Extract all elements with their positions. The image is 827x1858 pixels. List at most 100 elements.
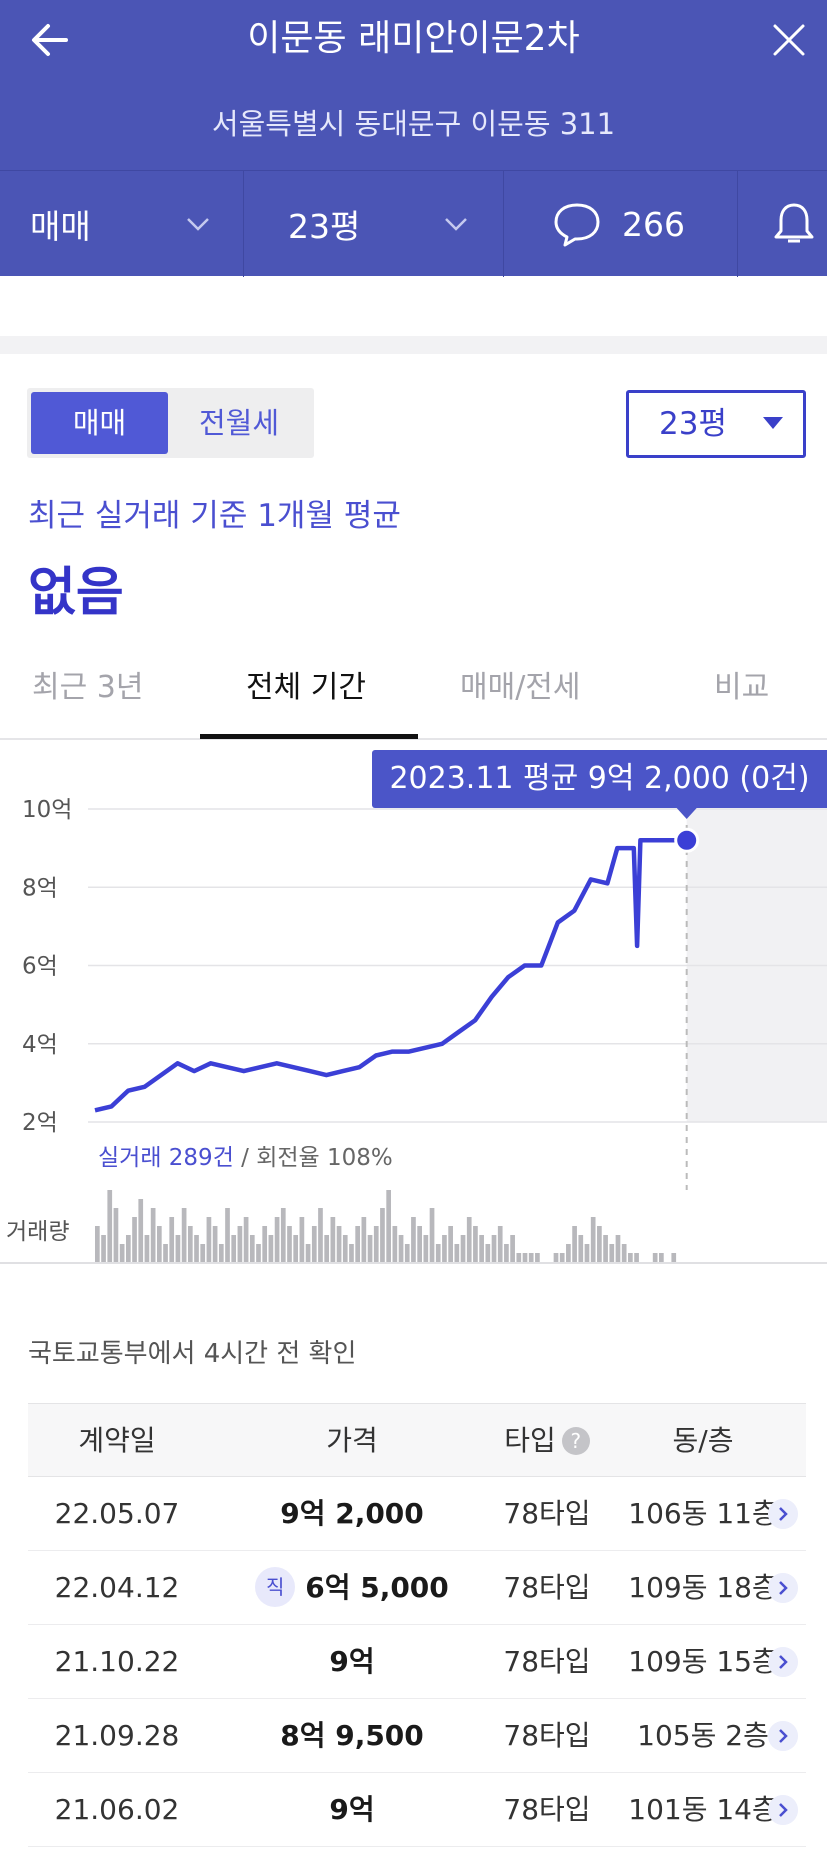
y-tick-label: 10억 bbox=[22, 797, 72, 823]
transactions-table: 계약일 가격 타입? 동/층 22.05.07 9억 2,000 78타입 106동 … bbox=[28, 1403, 806, 1847]
comments-button[interactable]: 266 bbox=[504, 171, 738, 277]
volume-bar bbox=[287, 1226, 292, 1262]
table-row[interactable]: 22.04.12 직 6억 5,000 78타입 109동 18층 bbox=[28, 1551, 806, 1625]
volume-bar bbox=[448, 1226, 453, 1262]
chevron-right-icon[interactable] bbox=[768, 1721, 798, 1751]
volume-bar bbox=[597, 1226, 602, 1262]
volume-bar bbox=[435, 1244, 441, 1262]
y-tick-label: 8억 bbox=[22, 875, 58, 901]
volume-bar bbox=[615, 1235, 621, 1262]
volume-bar bbox=[634, 1253, 639, 1262]
table-header: 계약일 가격 타입? 동/층 bbox=[28, 1403, 806, 1477]
volume-bar bbox=[293, 1235, 299, 1262]
volume-bar bbox=[200, 1244, 206, 1262]
header-price: 가격 bbox=[326, 1424, 378, 1457]
volume-bar bbox=[572, 1226, 577, 1262]
volume-bar bbox=[299, 1217, 305, 1262]
tab-all-period[interactable]: 전체 기간 bbox=[246, 670, 366, 705]
summary-label: 최근 실거래 기준 1개월 평균 bbox=[28, 498, 401, 534]
back-arrow-icon[interactable] bbox=[28, 18, 72, 62]
volume-bar bbox=[621, 1244, 627, 1262]
volume-label: 거래량 bbox=[6, 1219, 70, 1245]
volume-bar bbox=[590, 1217, 596, 1262]
volume-bar bbox=[107, 1190, 113, 1262]
table-row[interactable]: 22.05.07 9억 2,000 78타입 106동 11층 bbox=[28, 1477, 806, 1551]
price-chart-svg: 10억8억6억4억2억20062008201020122014201620182… bbox=[0, 797, 827, 1264]
volume-bar bbox=[628, 1253, 633, 1262]
tooltip-pointer bbox=[676, 808, 697, 819]
volume-bar bbox=[473, 1226, 478, 1262]
filter-bar: 매매 23평 266 bbox=[0, 170, 827, 277]
volume-bar bbox=[417, 1226, 422, 1262]
help-icon[interactable]: ? bbox=[561, 1427, 590, 1455]
chevron-right-icon[interactable] bbox=[768, 1499, 798, 1529]
volume-bar bbox=[566, 1244, 571, 1262]
volume-bar bbox=[578, 1235, 584, 1262]
volume-bar bbox=[187, 1226, 193, 1262]
y-tick-label: 4억 bbox=[22, 1032, 58, 1058]
volume-bar bbox=[156, 1226, 162, 1262]
volume-bar bbox=[603, 1235, 608, 1262]
trade-stats: 실거래 289건 / 회전율 108% bbox=[98, 1138, 393, 1172]
tab-recent-3y[interactable]: 최근 3년 bbox=[32, 670, 144, 705]
volume-bar bbox=[609, 1244, 615, 1262]
close-icon[interactable] bbox=[767, 18, 811, 62]
current-point bbox=[674, 827, 700, 853]
table-row[interactable]: 21.06.02 9억 78타입 101동 14층 bbox=[28, 1773, 806, 1847]
volume-bar bbox=[181, 1208, 187, 1262]
volume-bar bbox=[584, 1244, 590, 1262]
notification-button[interactable] bbox=[738, 171, 827, 277]
volume-bar bbox=[268, 1235, 274, 1262]
speech-bubble-icon bbox=[554, 203, 600, 247]
table-row[interactable]: 21.09.28 8억 9,500 78타입 105동 2층 bbox=[28, 1699, 806, 1773]
trade-count: 실거래 289건 bbox=[98, 1145, 234, 1171]
size-select-value: 23평 bbox=[659, 406, 727, 442]
chevron-right-icon[interactable] bbox=[768, 1647, 798, 1677]
address-text: 서울특별시 동대문구 이문동 311 bbox=[211, 107, 616, 141]
volume-bar bbox=[485, 1244, 491, 1262]
table-row[interactable]: 21.10.22 9억 78타입 109동 15층 bbox=[28, 1625, 806, 1699]
chevron-right-icon[interactable] bbox=[768, 1795, 798, 1825]
turnover-rate: / 회전율 108% bbox=[233, 1145, 393, 1171]
price-chart[interactable]: 10억8억6억4억2억20062008201020122014201620182… bbox=[0, 742, 827, 1266]
chevron-down-icon bbox=[445, 218, 467, 231]
row-date: 22.05.07 bbox=[54, 1497, 180, 1530]
page-title: 이문동 래미안이문2차 bbox=[247, 18, 580, 59]
toggle-sale[interactable]: 매매 bbox=[31, 392, 168, 454]
tab-sale-lease[interactable]: 매매/전세 bbox=[460, 670, 581, 705]
header-type-label: 타입 bbox=[504, 1424, 556, 1457]
chevron-right-icon[interactable] bbox=[768, 1573, 798, 1603]
row-type: 78타입 bbox=[503, 1645, 591, 1678]
row-price: 8억 9,500 bbox=[280, 1719, 424, 1752]
tab-compare[interactable]: 비교 bbox=[714, 670, 770, 705]
volume-bar bbox=[318, 1208, 323, 1262]
volume-bar bbox=[659, 1253, 664, 1262]
volume-bar bbox=[336, 1226, 342, 1262]
volume-bar bbox=[479, 1235, 484, 1262]
volume-bar bbox=[194, 1235, 199, 1262]
toggle-rent[interactable]: 전월세 bbox=[198, 406, 280, 440]
volume-bar bbox=[411, 1217, 416, 1262]
volume-bar bbox=[119, 1244, 125, 1262]
chevron-down-icon bbox=[187, 218, 209, 231]
y-tick-label: 2억 bbox=[22, 1110, 58, 1136]
volume-bar bbox=[132, 1217, 137, 1262]
data-source: 국토교통부에서 4시간 전 확인 bbox=[28, 1339, 357, 1369]
active-tab-indicator bbox=[200, 734, 418, 739]
volume-bar bbox=[516, 1253, 522, 1262]
price-line bbox=[94, 838, 687, 1113]
volume-bar bbox=[113, 1208, 119, 1262]
volume-bar bbox=[305, 1244, 311, 1262]
volume-bar bbox=[510, 1235, 515, 1262]
size-dropdown[interactable]: 23평 bbox=[244, 171, 504, 277]
row-date: 21.10.22 bbox=[54, 1645, 180, 1678]
volume-bar bbox=[460, 1235, 466, 1262]
section-divider bbox=[0, 336, 827, 354]
row-price: 6억 5,000 bbox=[305, 1571, 449, 1604]
header-date: 계약일 bbox=[78, 1424, 156, 1457]
summary-value: 없음 bbox=[28, 563, 124, 623]
volume-bar bbox=[380, 1208, 385, 1262]
size-select[interactable]: 23평 bbox=[626, 390, 806, 458]
trade-type-dropdown[interactable]: 매매 bbox=[0, 171, 244, 277]
volume-bar bbox=[423, 1235, 429, 1262]
